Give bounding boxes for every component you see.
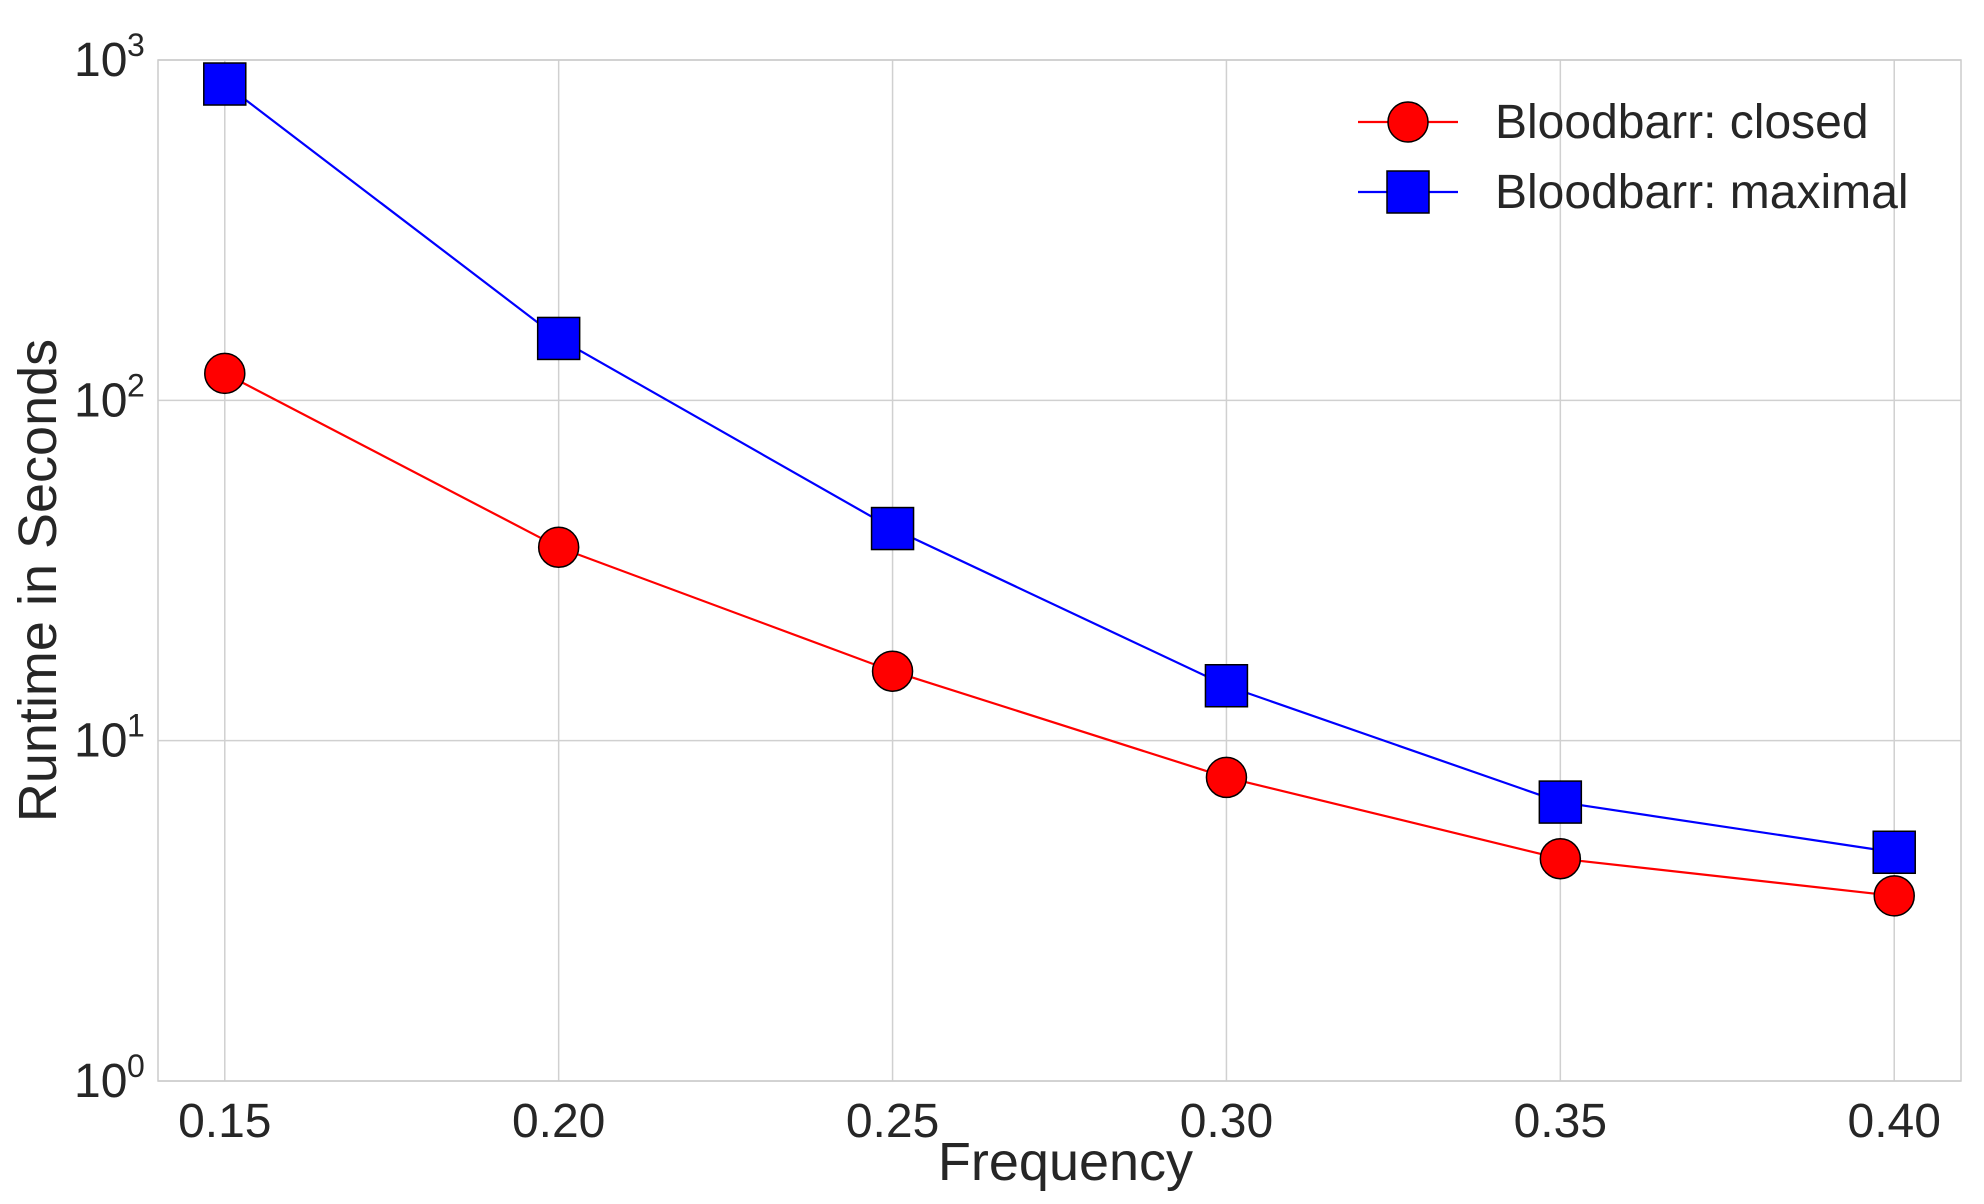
legend-marker (1386, 170, 1430, 214)
x-axis-label: Frequency (938, 1132, 1193, 1192)
data-point (1872, 830, 1916, 875)
y-tick-base: 10 (74, 1055, 127, 1108)
data-point (203, 62, 247, 106)
legend-item: Bloodbarr: closed (1358, 96, 1869, 149)
series-line (224, 83, 1895, 854)
x-tick-label: 0.40 (1848, 1095, 1941, 1148)
y-tick-base: 10 (74, 374, 127, 427)
y-tick-exponent: 0 (127, 1048, 145, 1084)
y-tick-exponent: 2 (127, 367, 145, 403)
y-tick-label: 10 0 (74, 1048, 145, 1108)
y-tick-exponent: 1 (127, 708, 145, 744)
data-point (1873, 875, 1915, 917)
data-point (870, 506, 915, 551)
y-tick-label: 10 2 (74, 367, 145, 427)
x-tick-label: 0.30 (1180, 1095, 1273, 1148)
x-tick-label: 0.15 (178, 1095, 271, 1148)
data-point (871, 650, 914, 692)
series-closed (204, 352, 1915, 917)
data-point (1205, 756, 1248, 799)
legend-item: Bloodbarr: maximal (1358, 166, 1908, 219)
x-tick-label: 0.20 (512, 1095, 605, 1148)
y-tick-exponent: 3 (127, 27, 145, 63)
data-point (1539, 837, 1582, 880)
y-tick-base: 10 (74, 715, 127, 768)
series-layer (203, 62, 1916, 917)
legend-marker (1387, 101, 1429, 143)
y-tick-label: 10 1 (74, 708, 145, 768)
y-tick-label: 10 3 (74, 27, 145, 87)
legend: Bloodbarr: closed Bloodbarr: maximal (1358, 96, 1908, 219)
plot-frame (157, 59, 1962, 1082)
x-axis-ticks: 0.15 0.20 0.25 0.30 0.35 0.40 (178, 1095, 1941, 1148)
legend-label: Bloodbarr: maximal (1495, 166, 1908, 219)
data-point (1204, 663, 1249, 708)
data-point (204, 352, 246, 395)
series-line (224, 372, 1895, 897)
data-point (1538, 780, 1583, 824)
legend-label: Bloodbarr: closed (1495, 96, 1869, 149)
data-point (537, 526, 580, 569)
x-tick-label: 0.25 (846, 1095, 939, 1148)
x-tick-label: 0.35 (1514, 1095, 1607, 1148)
y-tick-base: 10 (74, 34, 127, 87)
data-point (536, 316, 581, 361)
y-axis-label: Runtime in Seconds (8, 339, 68, 822)
series-maximal (203, 62, 1916, 875)
